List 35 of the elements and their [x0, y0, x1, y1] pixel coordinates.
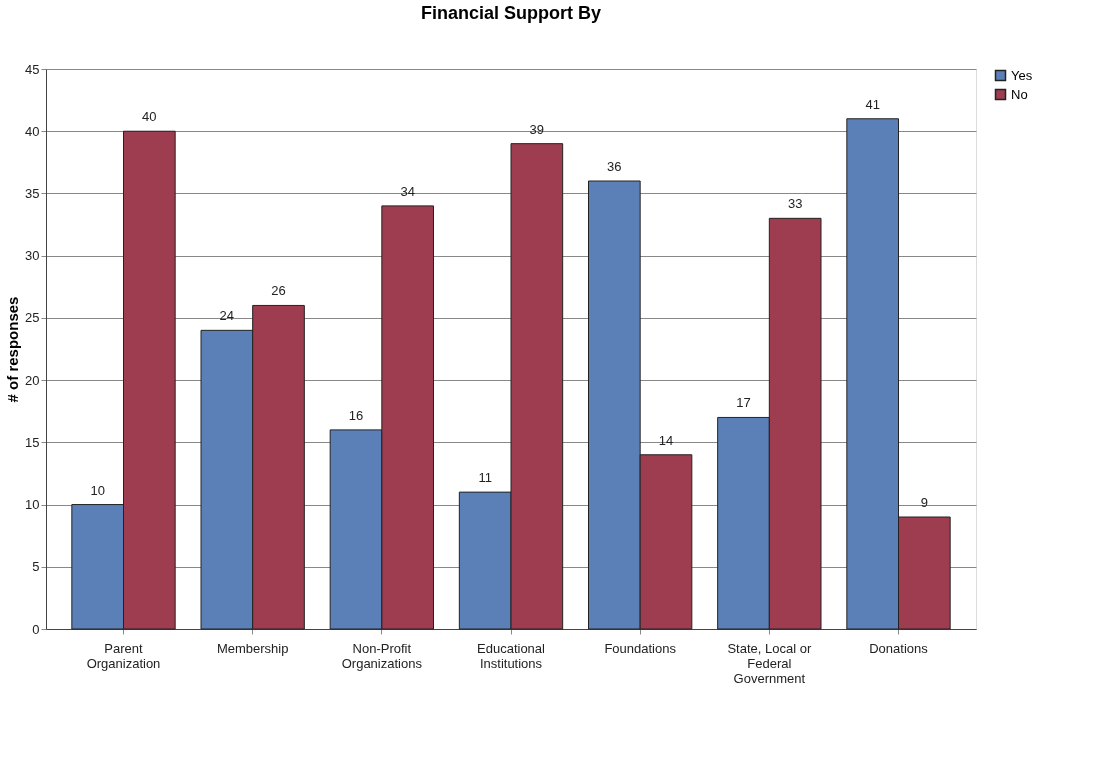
data-label: 39	[529, 121, 545, 137]
data-label: 26	[271, 283, 286, 299]
x-tick-label: Foundations	[604, 640, 677, 656]
data-label: 24	[219, 308, 235, 324]
y-tick-label: 25	[25, 310, 40, 326]
y-tick-label: 30	[25, 248, 40, 264]
data-label: 41	[865, 96, 880, 112]
x-tick-label: Donations	[869, 640, 929, 656]
y-tick-label: 35	[25, 185, 40, 201]
data-label: 36	[607, 159, 622, 174]
x-tick-label: Membership	[216, 640, 289, 656]
data-label: 10	[90, 482, 105, 498]
legend-label: No	[1011, 86, 1028, 102]
y-tick-label: 45	[25, 61, 40, 77]
data-label: 14	[658, 432, 674, 448]
chart-title: Financial Support By	[420, 3, 602, 23]
x-tick-label: Parent Organization	[86, 640, 161, 671]
y-tick-label: 10	[25, 497, 40, 513]
data-label: 40	[142, 109, 157, 125]
x-tick-label: Educational Institutions	[477, 640, 546, 671]
data-label: 33	[787, 196, 803, 212]
data-label: 17	[736, 395, 751, 411]
y-tick-label: 5	[32, 559, 40, 575]
x-tick-label: Non-Profit Organizations	[341, 640, 423, 671]
y-tick-label: 40	[25, 123, 40, 139]
data-label: 11	[478, 470, 492, 486]
data-label: 16	[348, 407, 364, 423]
x-tick-label: State, Local or Federal Government	[727, 640, 812, 686]
data-label: 34	[400, 183, 415, 199]
y-axis-title: # of responses	[4, 296, 22, 403]
y-tick-label: 0	[32, 621, 40, 637]
data-label: 9	[920, 495, 928, 510]
y-tick-label: 20	[25, 372, 40, 388]
legend-label: Yes	[1011, 67, 1033, 83]
y-tick-label: 15	[25, 434, 40, 450]
